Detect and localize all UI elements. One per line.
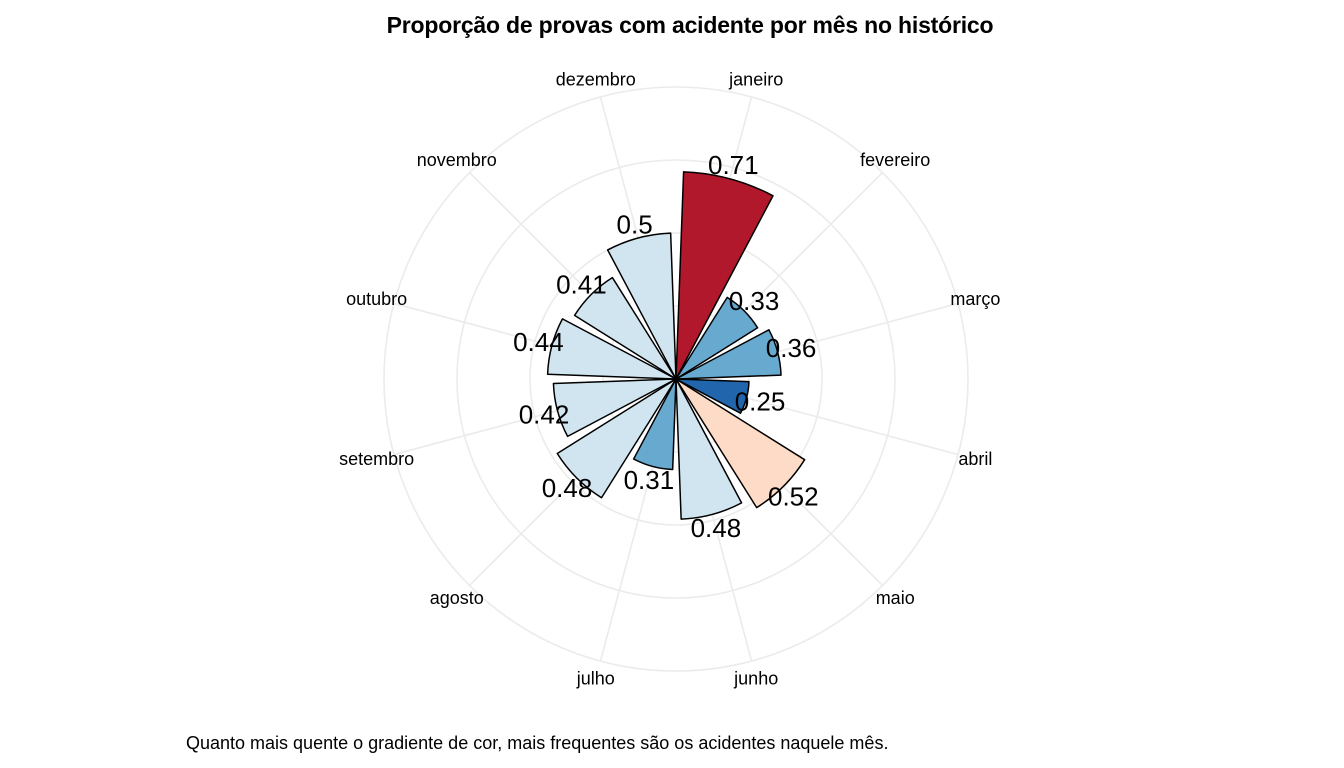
bar-outubro (546, 318, 677, 380)
month-label-setembro: setembro (339, 449, 414, 469)
value-label-junho: 0.48 (691, 513, 742, 543)
grid-circle-4 (383, 86, 969, 672)
month-label-junho: junho (733, 668, 778, 688)
bar-abril (675, 378, 750, 414)
bar-junho (675, 378, 743, 520)
value-label-agosto: 0.48 (542, 473, 593, 503)
value-label-maio: 0.52 (768, 481, 819, 511)
bar-julho (632, 378, 677, 471)
bars (546, 171, 806, 520)
bar-fevereiro (675, 296, 759, 380)
chart-title: Proporção de provas com acidente por mês… (386, 12, 994, 38)
value-label-fevereiro: 0.33 (729, 286, 780, 316)
bar-novembro (573, 276, 677, 380)
value-labels: 0.71 0.33 0.36 0.25 0.52 0.48 0.31 0.48 0.42 0.44… (513, 150, 819, 543)
month-label-novembro: novembro (417, 150, 497, 170)
bar-janeiro (675, 171, 774, 380)
value-label-outubro: 0.44 (513, 327, 564, 357)
value-label-março: 0.36 (766, 333, 817, 363)
value-label-dezembro: 0.5 (617, 210, 653, 240)
chart-caption: Quanto mais quente o gradiente de cor, m… (186, 733, 889, 753)
value-label-abril: 0.25 (735, 387, 786, 417)
month-label-fevereiro: fevereiro (860, 150, 930, 170)
month-label-julho: julho (576, 668, 615, 688)
month-labels: janeiro fevereiro março abril maio junho julho… (339, 70, 1000, 689)
bar-agosto (556, 378, 677, 499)
bar-maio (675, 378, 806, 509)
polar-bar-chart: 0.71 0.33 0.36 0.25 0.52 0.48 0.31 0.48 0.42 0.44… (339, 70, 1000, 689)
month-label-maio: maio (876, 588, 915, 608)
grid-circle-2 (529, 232, 823, 526)
grid-circle-1 (602, 305, 750, 453)
bar-setembro (552, 378, 677, 438)
value-label-novembro: 0.41 (556, 269, 607, 299)
month-label-janeiro: janeiro (728, 70, 783, 90)
value-label-julho: 0.31 (624, 465, 675, 495)
month-label-dezembro: dezembro (556, 70, 636, 90)
bar-dezembro (606, 232, 677, 380)
value-label-setembro: 0.42 (519, 399, 570, 429)
month-label-outubro: outubro (346, 289, 407, 309)
month-label-abril: abril (958, 449, 992, 469)
grid-circle-3 (456, 159, 896, 599)
bar-março (675, 329, 782, 380)
month-label-março: março (950, 289, 1000, 309)
value-label-janeiro: 0.71 (708, 150, 759, 180)
month-label-agosto: agosto (430, 588, 484, 608)
